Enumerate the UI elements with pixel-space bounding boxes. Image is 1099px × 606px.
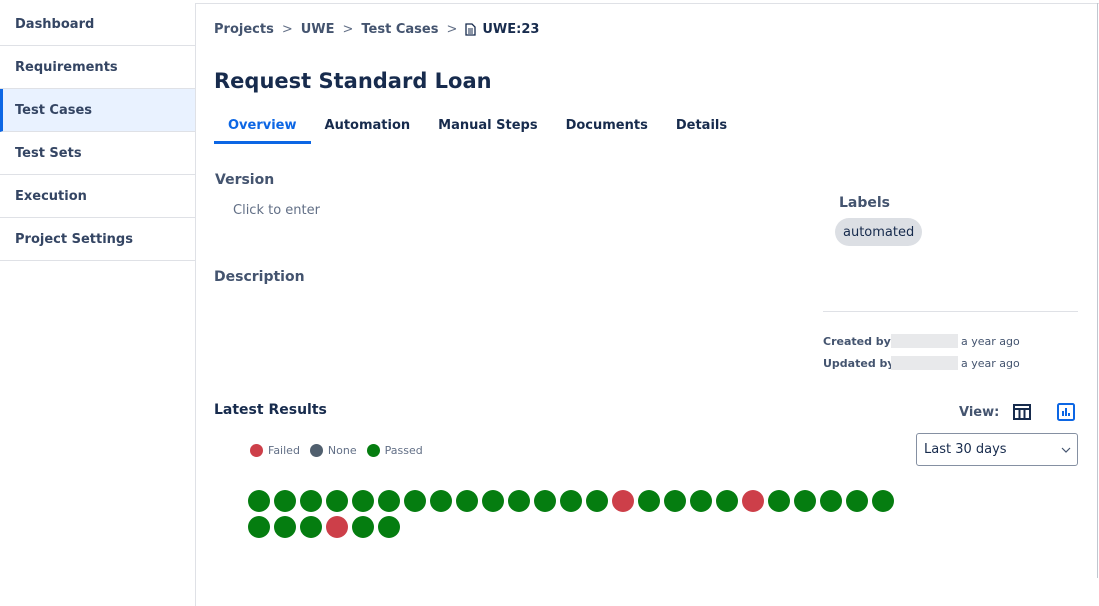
redacted-user	[891, 334, 958, 348]
description-label: Description	[214, 269, 305, 285]
result-dot-passed[interactable]	[378, 516, 400, 538]
result-dot-passed[interactable]	[352, 516, 374, 538]
tab-documents[interactable]: Documents	[565, 118, 648, 133]
redacted-user	[891, 356, 958, 370]
results-legend: Failed None Passed	[250, 444, 423, 457]
label-chip[interactable]: automated	[835, 218, 923, 246]
updated-by-label: Updated by:	[823, 356, 899, 370]
result-dot-passed[interactable]	[274, 490, 296, 512]
scrollbar[interactable]	[1097, 3, 1098, 578]
date-range-value: Last 30 days	[924, 442, 1007, 457]
sidebar-item-project-settings[interactable]: Project Settings	[0, 218, 195, 261]
breadcrumb: Projects > UWE > Test Cases > UWE:23	[214, 22, 539, 37]
legend-item-none: None	[309, 444, 357, 457]
result-dot-passed[interactable]	[872, 490, 894, 512]
tab-details[interactable]: Details	[675, 118, 728, 133]
legend-label: Failed	[268, 444, 300, 457]
breadcrumb-separator: >	[446, 22, 458, 37]
legend-label: None	[327, 444, 357, 457]
result-dot-passed[interactable]	[300, 516, 322, 538]
labels-label: Labels	[839, 195, 891, 211]
result-dot-passed[interactable]	[456, 490, 478, 512]
breadcrumb-current: UWE:23	[482, 22, 540, 37]
result-dot-failed[interactable]	[742, 490, 764, 512]
result-dot-passed[interactable]	[690, 490, 712, 512]
breadcrumb-separator: >	[342, 22, 354, 37]
result-dot-passed[interactable]	[378, 490, 400, 512]
table-icon	[1013, 404, 1032, 420]
date-range-select[interactable]: Last 30 days	[916, 433, 1078, 466]
updated-time: a year ago	[961, 356, 1020, 370]
document-icon	[465, 23, 477, 36]
result-dot-passed[interactable]	[560, 490, 582, 512]
tab-manual-steps[interactable]: Manual Steps	[438, 118, 538, 133]
results-dots	[248, 490, 898, 538]
tab-bar: Overview Automation Manual Steps Documen…	[214, 114, 741, 144]
result-dot-passed[interactable]	[846, 490, 868, 512]
divider	[823, 311, 1078, 312]
result-dot-passed[interactable]	[664, 490, 686, 512]
legend-dot	[366, 444, 380, 457]
sidebar-item-dashboard[interactable]: Dashboard	[0, 3, 195, 46]
sidebar-item-requirements[interactable]: Requirements	[0, 46, 195, 89]
table-view-button[interactable]	[1011, 401, 1033, 423]
breadcrumb-separator: >	[281, 22, 293, 37]
chart-view-button[interactable]	[1055, 401, 1077, 423]
sidebar-item-execution[interactable]: Execution	[0, 175, 195, 218]
sidebar: Dashboard Requirements Test Cases Test S…	[0, 3, 196, 606]
result-dot-passed[interactable]	[248, 490, 270, 512]
top-border	[195, 3, 1099, 4]
result-dot-passed[interactable]	[768, 490, 790, 512]
view-label: View:	[959, 404, 1000, 420]
result-dot-passed[interactable]	[300, 490, 322, 512]
chevron-down-icon	[1061, 447, 1071, 453]
result-dot-passed[interactable]	[508, 490, 530, 512]
result-dot-failed[interactable]	[326, 516, 348, 538]
tab-automation[interactable]: Automation	[324, 118, 411, 133]
created-time: a year ago	[961, 334, 1020, 348]
breadcrumb-projects[interactable]: Projects	[214, 22, 274, 37]
created-by-label: Created by:	[823, 334, 896, 348]
result-dot-passed[interactable]	[794, 490, 816, 512]
legend-item-failed: Failed	[250, 444, 300, 457]
sidebar-item-test-cases[interactable]: Test Cases	[0, 89, 195, 132]
version-input[interactable]: Click to enter	[233, 203, 320, 218]
result-dot-failed[interactable]	[612, 490, 634, 512]
legend-dot	[309, 444, 323, 457]
created-by: Created by: a year ago	[823, 334, 1020, 348]
updated-by: Updated by: a year ago	[823, 356, 1020, 370]
result-dot-passed[interactable]	[534, 490, 556, 512]
view-switcher: View:	[959, 401, 1077, 423]
result-dot-passed[interactable]	[326, 490, 348, 512]
latest-results-label: Latest Results	[214, 402, 327, 418]
page-title: Request Standard Loan	[214, 69, 492, 93]
result-dot-passed[interactable]	[716, 490, 738, 512]
result-dot-passed[interactable]	[482, 490, 504, 512]
result-dot-passed[interactable]	[404, 490, 426, 512]
legend-item-passed: Passed	[366, 444, 423, 457]
result-dot-passed[interactable]	[430, 490, 452, 512]
legend-label: Passed	[384, 444, 423, 457]
tab-overview[interactable]: Overview	[214, 114, 311, 144]
sidebar-item-test-sets[interactable]: Test Sets	[0, 132, 195, 175]
result-dot-passed[interactable]	[820, 490, 842, 512]
version-label: Version	[215, 172, 275, 188]
breadcrumb-uwe[interactable]: UWE	[300, 22, 335, 37]
bar-chart-icon	[1057, 403, 1076, 421]
result-dot-passed[interactable]	[352, 490, 374, 512]
breadcrumb-test-cases[interactable]: Test Cases	[361, 22, 439, 37]
result-dot-passed[interactable]	[638, 490, 660, 512]
result-dot-passed[interactable]	[586, 490, 608, 512]
legend-dot	[250, 444, 263, 457]
result-dot-passed[interactable]	[274, 516, 296, 538]
result-dot-passed[interactable]	[248, 516, 270, 538]
